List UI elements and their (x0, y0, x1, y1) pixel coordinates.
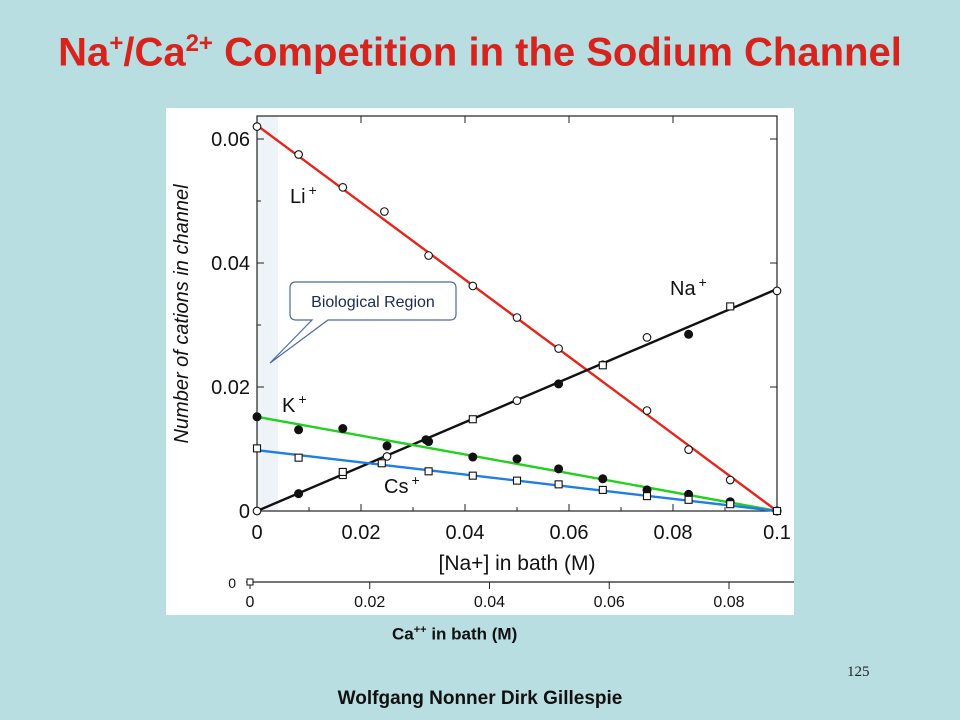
y-axis-title: Number of cations in channel (171, 184, 193, 444)
x-tick-label: 0.04 (446, 522, 485, 544)
y-tick-label: 0.02 (211, 377, 250, 399)
data-point-Cs (252, 444, 262, 453)
data-point-Cs (294, 453, 303, 462)
data-point-K (512, 454, 522, 464)
data-point-Na (512, 396, 522, 405)
data-point-K (338, 424, 348, 434)
data-point-Na (468, 415, 477, 424)
data-point-Li (725, 475, 735, 485)
y-tick-label: 0.04 (211, 253, 250, 275)
series-label-K: K + (282, 391, 307, 417)
ca-axis-title-ca: Ca (392, 624, 414, 644)
data-point-Cs (772, 506, 782, 516)
ca-x-tick-label: 0.02 (354, 594, 385, 611)
x-tick-label: 0.02 (342, 522, 381, 544)
data-point-K (468, 452, 478, 462)
x-tick-label: 0.06 (550, 522, 589, 544)
data-point-Na (554, 379, 564, 389)
data-point-K (598, 474, 608, 484)
slide-title: Na+/Ca2+ Competition in the Sodium Chann… (0, 30, 960, 75)
data-point-Na (726, 302, 735, 311)
ca-y-tick-label: 0 (228, 575, 236, 591)
data-point-Li (642, 406, 652, 415)
series-label-Na: Na + (670, 274, 707, 300)
data-point-Na (294, 489, 304, 499)
ca-x-tick-label: 0.08 (713, 594, 744, 611)
y-tick-label: 0 (239, 501, 250, 523)
data-point-Na (598, 361, 607, 370)
data-point-Cs (468, 471, 477, 480)
page-number: 125 (847, 664, 870, 680)
ca-x-tick-label: 0 (246, 594, 255, 611)
series-label-Li: Li + (290, 182, 317, 208)
data-point-K (421, 435, 431, 445)
data-point-Li (512, 313, 522, 322)
data-point-Li (468, 281, 478, 291)
data-point-Li (684, 445, 693, 454)
data-point-K (382, 441, 392, 451)
data-point-K (554, 464, 564, 474)
x-tick-label: 0.1 (763, 522, 791, 544)
ca-axis-title: Ca++ in bath (M) (392, 624, 517, 645)
data-point-Cs (377, 459, 386, 468)
plot-panel: 0 0.02 0.04 0.06 0.08 0.1 0 0.02 0.04 0.06 [Na+] i… (166, 108, 794, 615)
data-point-Na (382, 452, 392, 461)
data-point-Cs (554, 480, 563, 489)
data-point-Li (380, 207, 389, 216)
data-point-Li (294, 150, 303, 159)
data-point-Na (642, 333, 652, 342)
title-na-charge: + (109, 30, 124, 57)
series-label-Cs: Cs + (384, 472, 420, 498)
ca-axis-point (246, 578, 254, 586)
data-point-Li (252, 122, 262, 131)
fit-line-K (256, 415, 778, 513)
authors-credit: Wolfgang Nonner Dirk Gillespie (337, 688, 623, 709)
cation-competition-chart: 0 0.02 0.04 0.06 0.08 0.1 0 0.02 0.04 0.06 [Na+] i… (171, 115, 794, 611)
data-point-Li (338, 183, 348, 192)
data-point-Li (554, 344, 563, 353)
ca-x-tick-label: 0.04 (474, 594, 505, 611)
data-point-Cs (338, 467, 347, 476)
title-na: Na (58, 30, 110, 75)
title-ca: /Ca (123, 30, 186, 75)
x-axis-title: [Na+] in bath (M) (439, 552, 596, 575)
data-point-K (252, 412, 262, 422)
data-point-Na (772, 286, 782, 296)
callout-text: Biological Region (311, 294, 435, 311)
ca-axis-title-charge: ++ (413, 624, 427, 636)
data-point-Na (684, 329, 694, 339)
data-point-Na (252, 506, 262, 516)
ca-axis-title-rest: in bath (M) (426, 624, 518, 644)
ca-x-tick-label: 0.06 (594, 594, 625, 611)
x-tick-label: 0 (251, 522, 262, 544)
callout-bubble (269, 281, 457, 364)
title-ca-charge: 2+ (185, 30, 213, 57)
data-point-Cs (642, 492, 652, 501)
data-point-Cs (684, 495, 693, 504)
data-point-Cs (424, 467, 433, 476)
data-point-Cs (512, 476, 522, 485)
data-point-Cs (598, 485, 607, 494)
biological-region-band (257, 116, 278, 511)
x-tick-label: 0.08 (654, 522, 693, 544)
title-rest: Competition in the Sodium Channel (212, 30, 902, 75)
data-point-K (294, 425, 304, 435)
data-point-Li (424, 251, 433, 260)
y-tick-label: 0.06 (211, 129, 250, 151)
data-point-Cs (726, 500, 735, 509)
